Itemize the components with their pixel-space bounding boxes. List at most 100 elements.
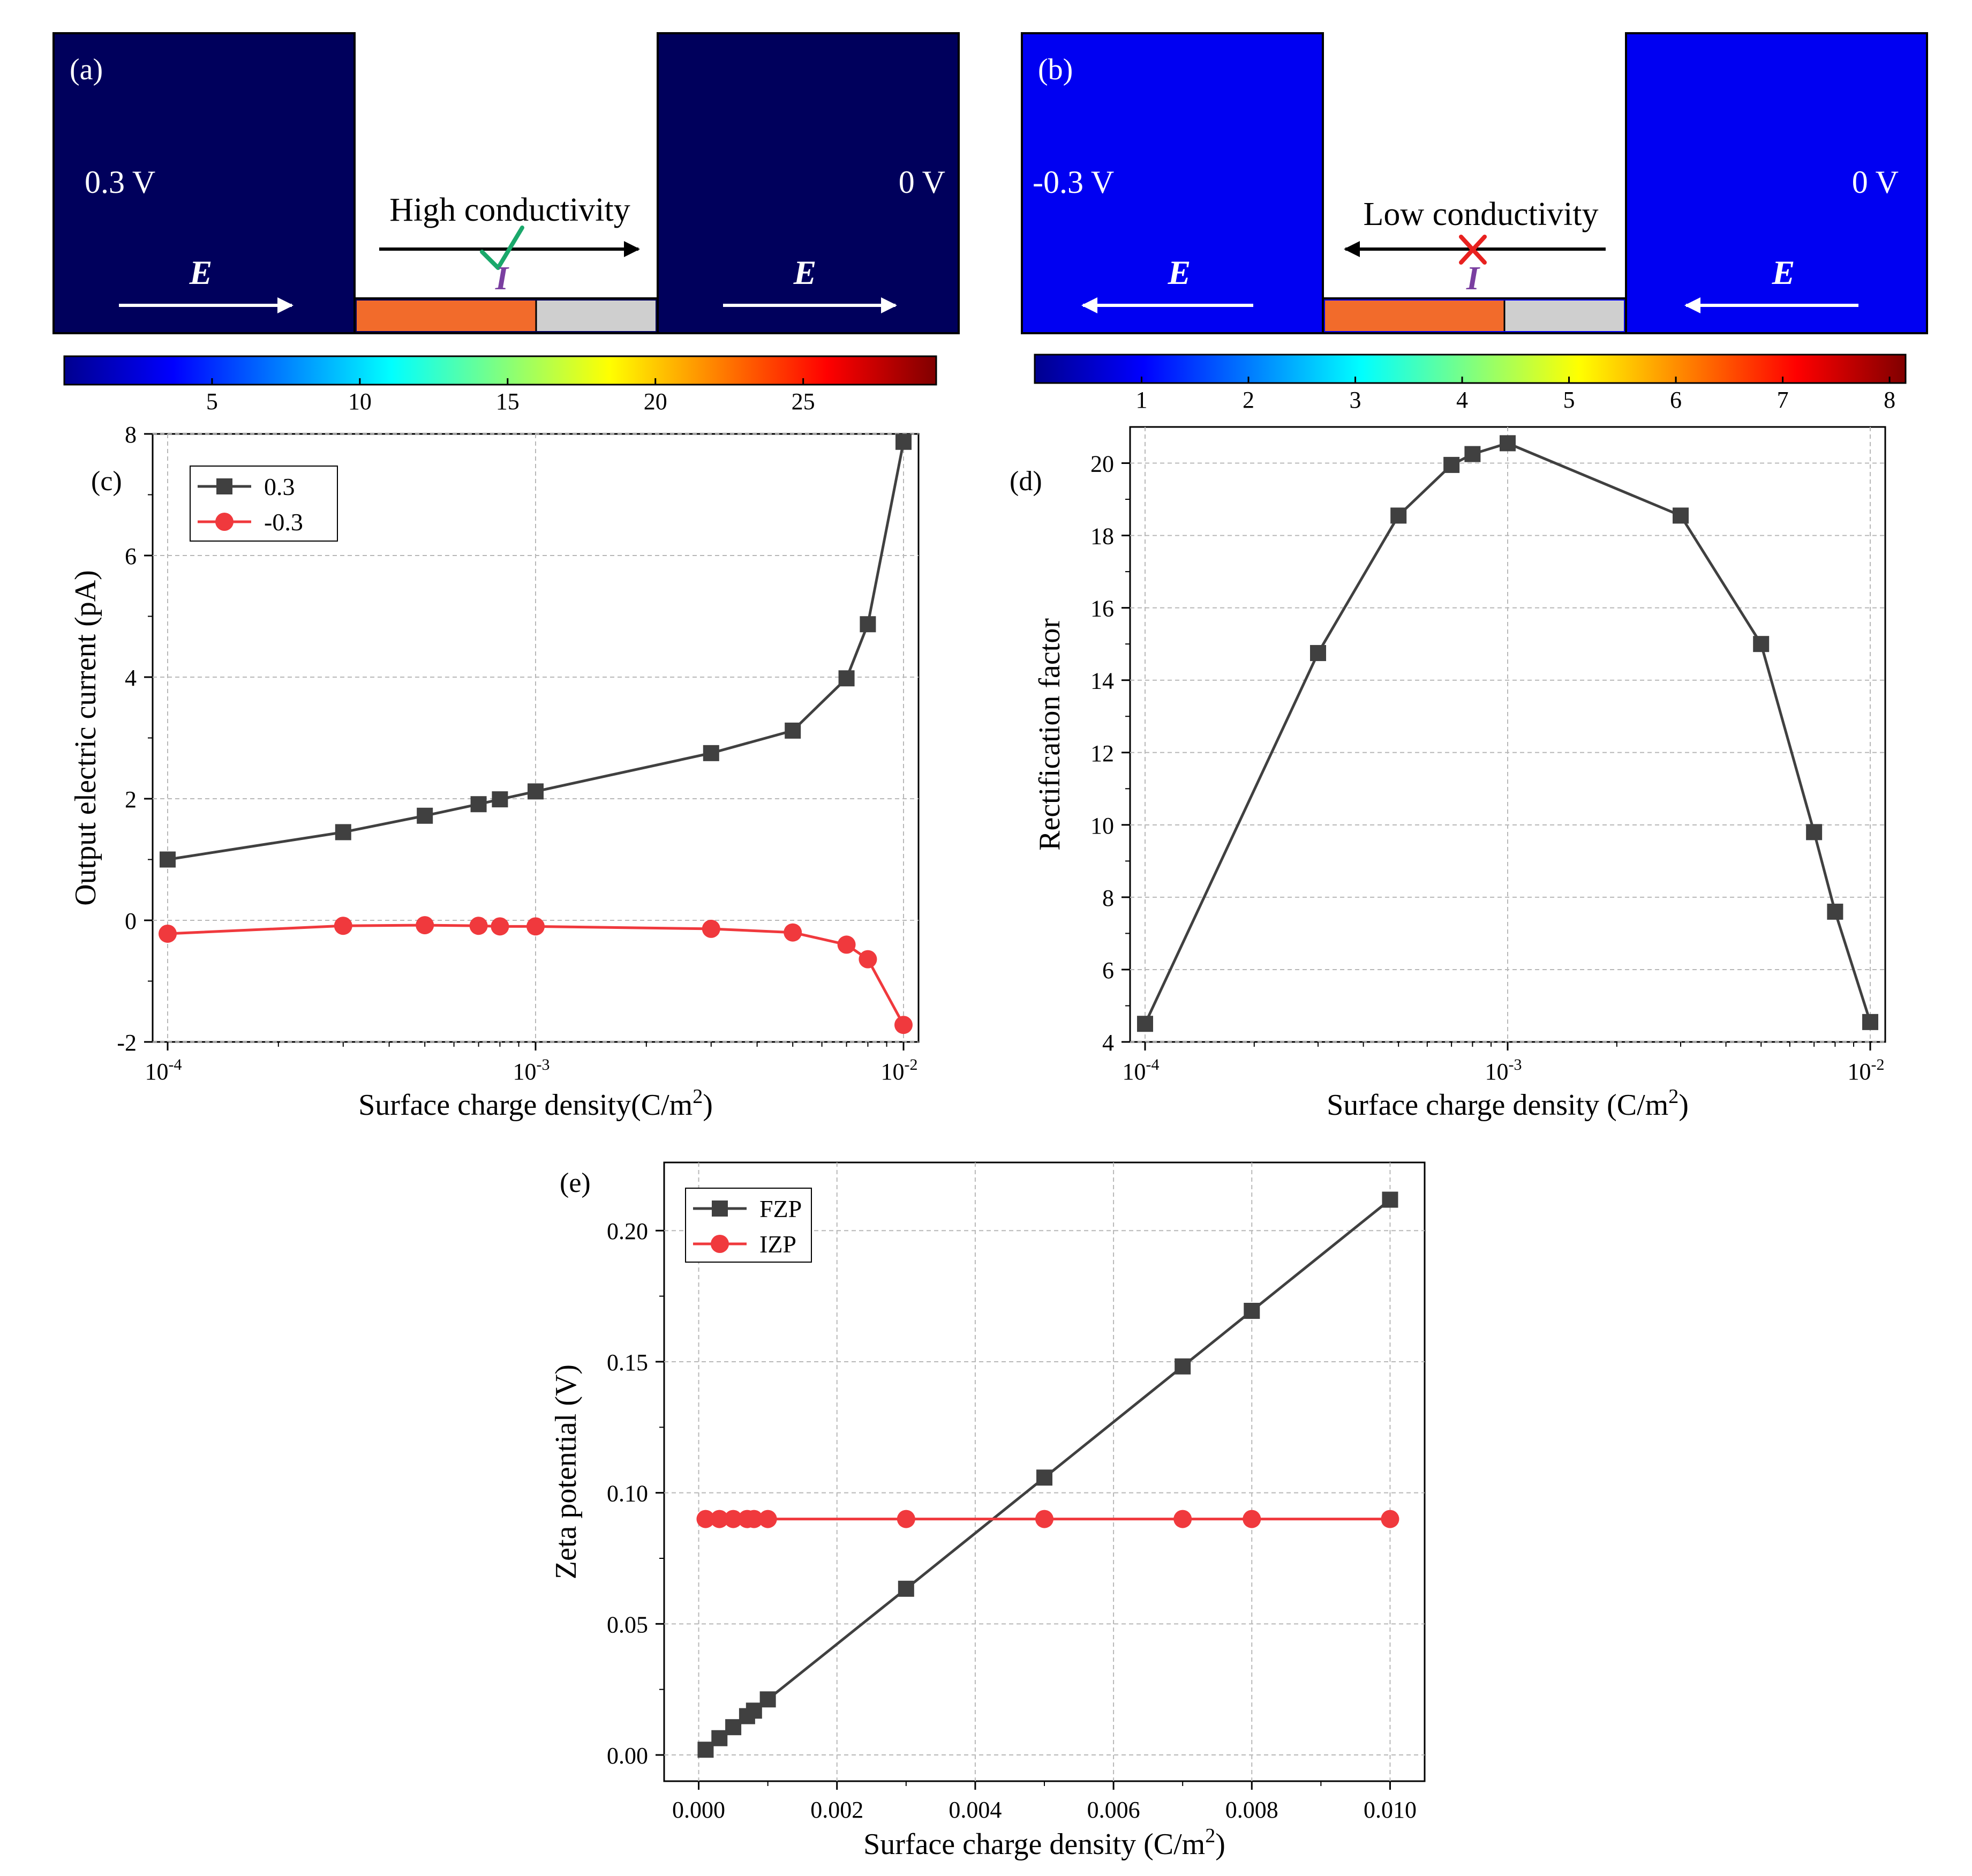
data-point bbox=[703, 745, 719, 761]
data-point bbox=[491, 917, 509, 936]
panel-b-orange-segment bbox=[1325, 301, 1504, 331]
data-point bbox=[697, 1742, 714, 1758]
series-0.3 bbox=[160, 433, 912, 868]
x-tick-label: 10-3 bbox=[1485, 1056, 1522, 1085]
legend-label: -0.3 bbox=[264, 508, 303, 536]
data-point bbox=[1310, 645, 1327, 662]
x-tick-label: 0.006 bbox=[1087, 1797, 1140, 1823]
y-axis-label: Output electric current (pA) bbox=[69, 570, 102, 906]
panel-a-label: (a) bbox=[70, 53, 103, 86]
series--0.3 bbox=[159, 916, 913, 1034]
panel-a-orange-segment bbox=[357, 301, 536, 331]
data-point bbox=[1464, 446, 1481, 462]
colorbar-tick-label: 8 bbox=[1884, 387, 1895, 413]
x-tick-label: 10-3 bbox=[513, 1056, 550, 1085]
y-tick-label: 8 bbox=[1102, 885, 1114, 911]
panel-a-conductivity-text: High conductivity bbox=[389, 192, 630, 228]
data-point bbox=[725, 1719, 742, 1736]
panel-b-right-reservoir bbox=[1625, 32, 1928, 334]
x-axis-label: Surface charge density (C/m2) bbox=[1327, 1085, 1689, 1122]
panel-b-gray-segment bbox=[1504, 301, 1624, 331]
legend-label: 0.3 bbox=[264, 473, 295, 500]
y-axis-label: Rectification factor bbox=[1033, 618, 1066, 851]
data-point bbox=[1036, 1469, 1052, 1486]
data-point bbox=[1382, 1191, 1398, 1208]
y-tick-label: 8 bbox=[125, 422, 137, 448]
legend-marker bbox=[215, 513, 234, 531]
x-tick-label: 0.000 bbox=[672, 1797, 725, 1823]
x-tick-label: 0.004 bbox=[949, 1797, 1002, 1823]
y-tick-label: 10 bbox=[1090, 813, 1114, 839]
series-FZP bbox=[697, 1191, 1398, 1758]
panel-a-field-label-right: E bbox=[793, 253, 817, 291]
data-point bbox=[710, 1510, 729, 1528]
cross-icon bbox=[1459, 235, 1487, 265]
y-tick-label: 14 bbox=[1090, 668, 1114, 694]
legend-box bbox=[190, 466, 338, 542]
data-point bbox=[1753, 636, 1770, 652]
colorbar-tick-label: 7 bbox=[1777, 387, 1789, 413]
x-tick-label: 10-2 bbox=[881, 1056, 918, 1085]
panel-a-left-voltage: 0.3 V bbox=[85, 164, 155, 200]
data-point bbox=[470, 796, 487, 813]
series-IZP bbox=[696, 1510, 1399, 1528]
colorbar-tick-label: 1 bbox=[1136, 387, 1148, 413]
x-tick-label: 0.008 bbox=[1225, 1797, 1278, 1823]
x-tick-label: 0.002 bbox=[810, 1797, 863, 1823]
x-tick-label: 10-4 bbox=[145, 1056, 182, 1085]
data-point bbox=[335, 824, 351, 841]
x-tick-label: 10-2 bbox=[1848, 1056, 1885, 1085]
legend: FZP IZP bbox=[685, 1188, 812, 1263]
data-point bbox=[416, 916, 434, 935]
panel-b: (b) -0.3 V 0 V E E Low conductivity I 1 2… bbox=[1021, 32, 1928, 413]
panel-a-colorbar-ticks: 5 10 15 20 25 bbox=[206, 378, 815, 415]
data-point bbox=[894, 1016, 913, 1034]
colorbar-tick-label: 20 bbox=[644, 388, 667, 415]
data-point bbox=[1673, 507, 1689, 524]
panel-label: (e) bbox=[560, 1168, 591, 1198]
check-icon bbox=[480, 226, 524, 270]
y-tick-label: 16 bbox=[1090, 596, 1114, 622]
series-Rectification factor bbox=[1137, 435, 1878, 1032]
legend-label: FZP bbox=[759, 1195, 802, 1222]
panel-b-left-voltage: -0.3 V bbox=[1033, 164, 1114, 200]
data-point bbox=[744, 1510, 763, 1528]
x-axis-label: Surface charge density (C/m2) bbox=[863, 1825, 1225, 1861]
y-tick-label: 0.20 bbox=[607, 1218, 648, 1244]
x-axis-label: Surface charge density(C/m2) bbox=[358, 1085, 713, 1122]
panel-a-right-reservoir bbox=[657, 32, 960, 334]
chart-d: 4 6 8 10 12 14 16 18 20 10-4 10-3 10-2 Surface charg… bbox=[1010, 426, 1886, 1122]
panel-a-right-voltage: 0 V bbox=[899, 164, 945, 200]
panel-label: (c) bbox=[91, 466, 122, 497]
panel-label: (d) bbox=[1010, 466, 1042, 497]
data-point bbox=[838, 670, 855, 687]
data-point bbox=[711, 1730, 728, 1746]
data-point bbox=[758, 1510, 777, 1528]
data-point bbox=[837, 935, 856, 954]
panel-b-label: (b) bbox=[1038, 53, 1073, 86]
y-tick-label: 20 bbox=[1090, 451, 1114, 477]
panel-b-colorbar-ticks: 1 2 3 4 5 6 7 8 bbox=[1136, 377, 1895, 413]
panel-a-field-label-left: E bbox=[189, 253, 213, 291]
series-line bbox=[1143, 441, 1872, 1025]
data-point bbox=[1175, 1358, 1191, 1375]
panel-b-current-label: I bbox=[1466, 260, 1480, 297]
legend-marker bbox=[711, 1235, 729, 1253]
chart-e: 0.00 0.05 0.10 0.15 0.20 0.000 0.002 0.004 0.006… bbox=[550, 1161, 1426, 1861]
panel-b-colorbar bbox=[1034, 354, 1907, 384]
colorbar-tick-label: 4 bbox=[1456, 387, 1468, 413]
y-tick-label: 0.00 bbox=[607, 1743, 648, 1769]
data-point bbox=[417, 807, 433, 824]
y-tick-label: 0.10 bbox=[607, 1481, 648, 1507]
y-tick-label: 0 bbox=[125, 908, 137, 934]
colorbar-tick-label: 6 bbox=[1670, 387, 1682, 413]
colorbar-tick-label: 5 bbox=[1563, 387, 1575, 413]
colorbar-tick-label: 3 bbox=[1350, 387, 1361, 413]
panel-b-left-reservoir bbox=[1021, 32, 1324, 334]
panel-b-field-label-right: E bbox=[1772, 253, 1795, 291]
panel-b-field-label-left: E bbox=[1168, 253, 1191, 291]
y-tick-label: 4 bbox=[1102, 1030, 1114, 1056]
data-point bbox=[1500, 435, 1516, 452]
y-tick-label: 18 bbox=[1090, 523, 1114, 550]
